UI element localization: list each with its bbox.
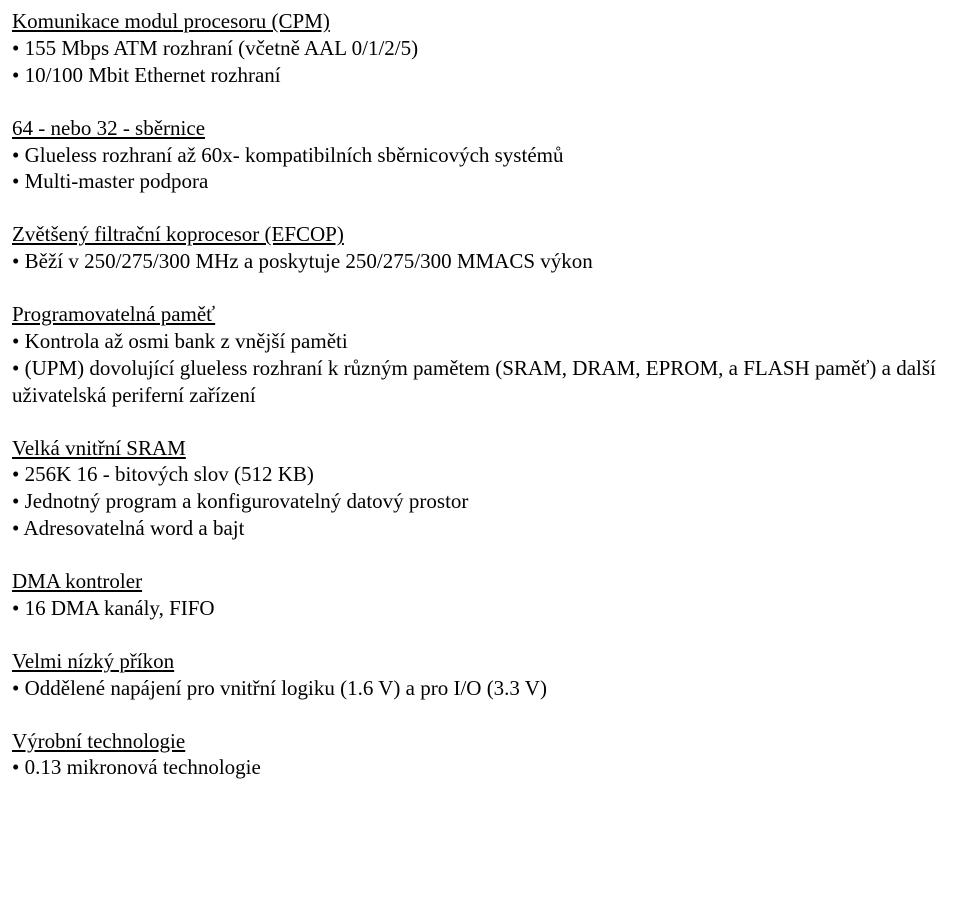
section-gap [12, 622, 948, 648]
section-title: Velká vnitřní SRAM [12, 435, 948, 462]
list-item: • Oddělené napájení pro vnitřní logiku (… [12, 675, 948, 702]
document-page: Komunikace modul procesoru (CPM) • 155 M… [0, 0, 960, 801]
list-item-text: Glueless rozhraní až 60x- kompatibilních… [25, 143, 564, 167]
list-item: • Multi-master podpora [12, 168, 948, 195]
bullet-glyph: • [12, 755, 19, 779]
list-item-text: Multi-master podpora [25, 169, 209, 193]
list-item-text: (UPM) dovolující glueless rozhraní k růz… [12, 356, 936, 407]
section-title: Komunikace modul procesoru (CPM) [12, 8, 948, 35]
list-item: • 256K 16 - bitových slov (512 KB) [12, 461, 948, 488]
list-item: • Jednotný program a konfigurovatelný da… [12, 488, 948, 515]
list-item-text: 10/100 Mbit Ethernet rozhraní [25, 63, 281, 87]
list-item-text: Adresovatelná word a bajt [23, 516, 244, 540]
bullet-glyph: • [12, 596, 19, 620]
list-item-text: 0.13 mikronová technologie [25, 755, 261, 779]
bullet-glyph: • [12, 63, 19, 87]
bullet-glyph: • [12, 249, 19, 273]
section-gap [12, 89, 948, 115]
list-item-text: Oddělené napájení pro vnitřní logiku (1.… [25, 676, 547, 700]
bullet-glyph: • [12, 329, 19, 353]
list-item: • 155 Mbps ATM rozhraní (včetně AAL 0/1/… [12, 35, 948, 62]
section-gap [12, 409, 948, 435]
section-gap [12, 275, 948, 301]
list-item-text: Jednotný program a konfigurovatelný dato… [25, 489, 469, 513]
bullet-glyph: • [12, 36, 19, 60]
list-item-text: Kontrola až osmi bank z vnější paměti [25, 329, 348, 353]
section-title: 64 - nebo 32 - sběrnice [12, 115, 948, 142]
bullet-glyph: • [12, 356, 19, 380]
list-item-text: Běží v 250/275/300 MHz a poskytuje 250/2… [25, 249, 593, 273]
section-title: DMA kontroler [12, 568, 948, 595]
section-gap [12, 542, 948, 568]
section-gap [12, 702, 948, 728]
list-item: • 10/100 Mbit Ethernet rozhraní [12, 62, 948, 89]
bullet-glyph: • [12, 169, 19, 193]
list-item: • Běží v 250/275/300 MHz a poskytuje 250… [12, 248, 948, 275]
bullet-glyph: • [12, 676, 19, 700]
bullet-glyph: • [12, 143, 19, 167]
list-item: • 16 DMA kanály, FIFO [12, 595, 948, 622]
list-item: • (UPM) dovolující glueless rozhraní k r… [12, 355, 948, 409]
section-title: Velmi nízký příkon [12, 648, 948, 675]
list-item-text: 16 DMA kanály, FIFO [25, 596, 215, 620]
bullet-glyph: • [12, 516, 19, 540]
section-gap [12, 195, 948, 221]
section-title: Zvětšený filtrační koprocesor (EFCOP) [12, 221, 948, 248]
list-item-text: 256K 16 - bitových slov (512 KB) [25, 462, 314, 486]
bullet-glyph: • [12, 489, 19, 513]
section-title: Výrobní technologie [12, 728, 948, 755]
section-title: Programovatelná paměť [12, 301, 948, 328]
list-item-text: 155 Mbps ATM rozhraní (včetně AAL 0/1/2/… [25, 36, 419, 60]
list-item: • Kontrola až osmi bank z vnější paměti [12, 328, 948, 355]
list-item: • Adresovatelná word a bajt [12, 515, 948, 542]
bullet-glyph: • [12, 462, 19, 486]
list-item: • Glueless rozhraní až 60x- kompatibilní… [12, 142, 948, 169]
list-item: • 0.13 mikronová technologie [12, 754, 948, 781]
